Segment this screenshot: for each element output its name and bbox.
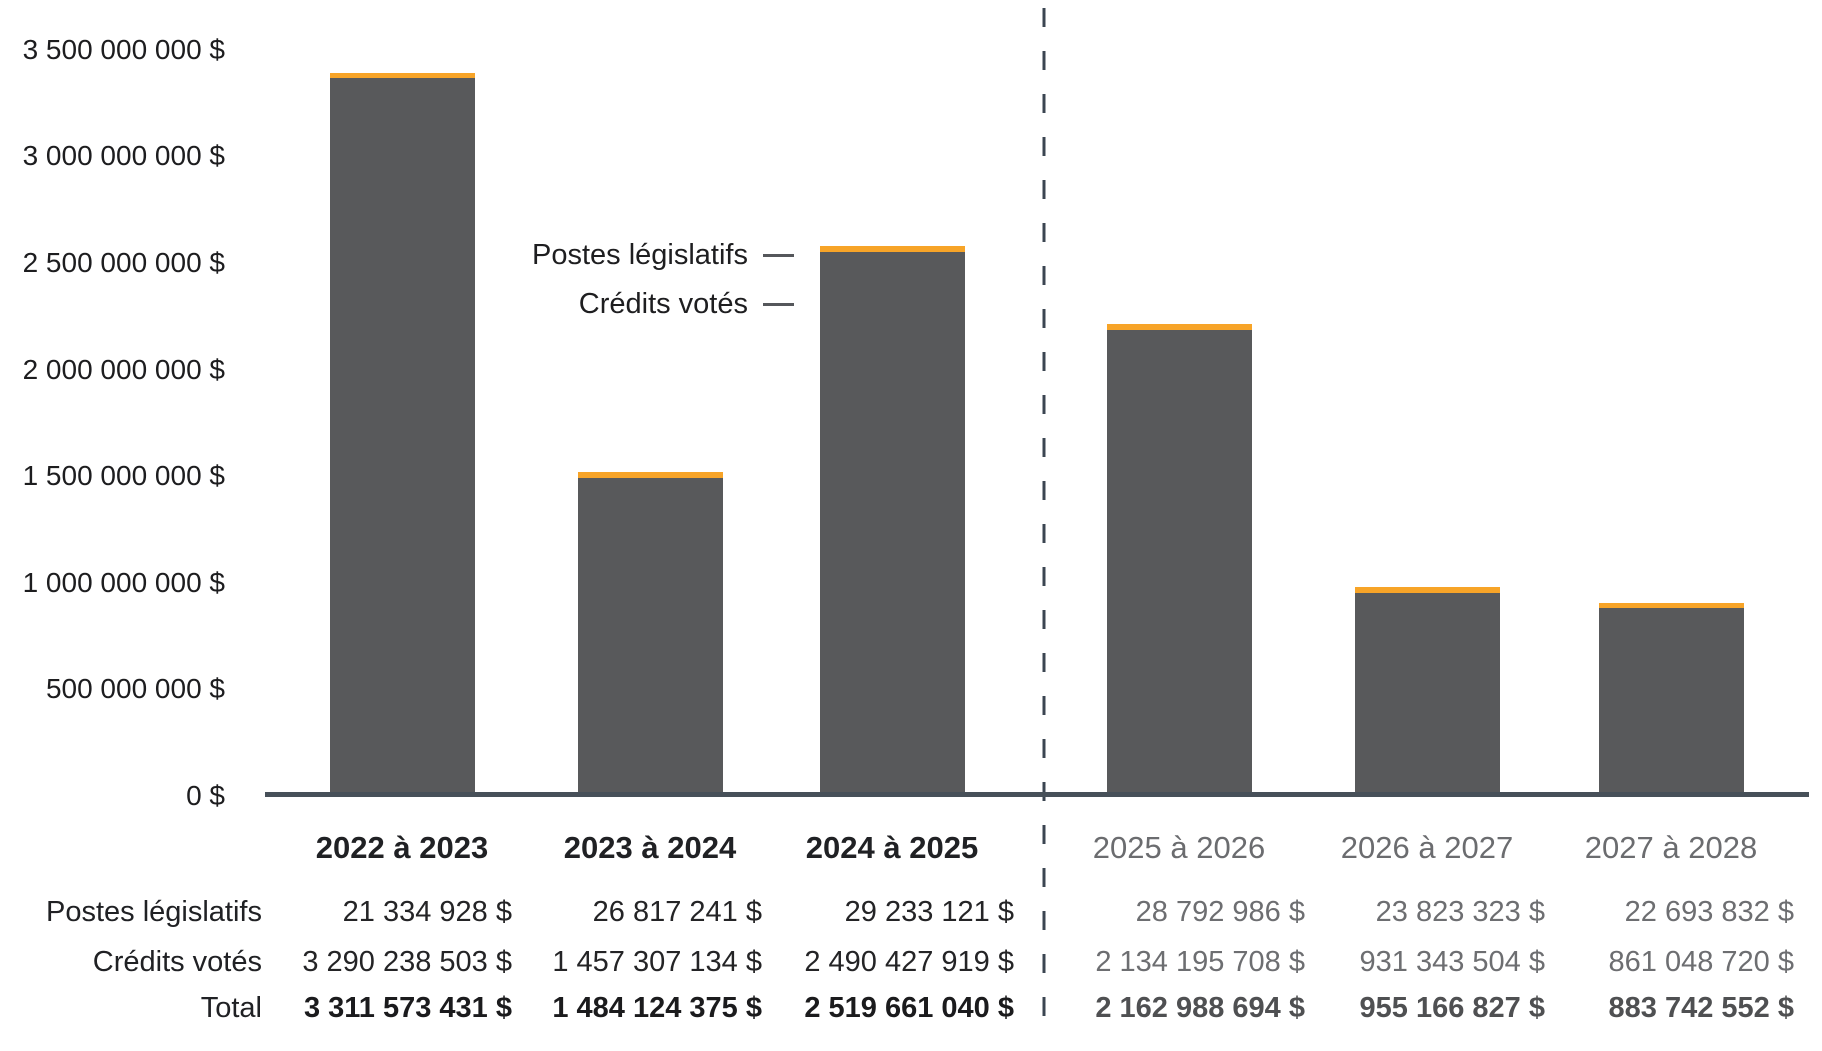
y-tick-label-3: 1 500 000 000 $ — [22, 460, 225, 492]
table-row-label-2: Total — [200, 992, 262, 1024]
table-cell-r0-c4: 23 823 323 $ — [1375, 896, 1545, 928]
table-cell-r2-c0: 3 311 573 431 $ — [303, 992, 512, 1024]
bar-2025-à-2026 — [1107, 323, 1252, 796]
table-cell-r0-c0: 21 334 928 $ — [342, 896, 512, 928]
x-category-label-0: 2022 à 2023 — [315, 830, 489, 865]
table-cell-r1-c1: 1 457 307 134 $ — [552, 946, 762, 978]
table-cell-r1-c5: 861 048 720 $ — [1608, 946, 1794, 978]
table-cell-r2-c2: 2 519 661 040 $ — [804, 992, 1014, 1024]
y-tick-label-6: 3 000 000 000 $ — [22, 140, 225, 172]
bar-2024-à-2025 — [820, 245, 965, 796]
x-category-label-5: 2027 à 2028 — [1584, 830, 1758, 865]
table-cell-r2-c3: 2 162 988 694 $ — [1095, 992, 1305, 1024]
y-tick-label-2: 1 000 000 000 $ — [22, 566, 225, 598]
table-cell-r0-c5: 22 693 832 $ — [1624, 896, 1794, 928]
bar-2022-à-2023 — [330, 72, 475, 796]
y-tick-label-4: 2 000 000 000 $ — [22, 353, 225, 385]
table-cell-r1-c4: 931 343 504 $ — [1359, 946, 1545, 978]
legend-connector-line-credits — [763, 302, 794, 306]
table-row-label-0: Postes législatifs — [46, 896, 262, 928]
table-cell-r0-c3: 28 792 986 $ — [1135, 896, 1305, 928]
bar-2027-à-2028 — [1599, 603, 1744, 796]
bar-segment-credits-votes-1 — [578, 477, 723, 796]
legend-connector-line-postes — [763, 253, 794, 257]
bar-segment-credits-votes-3 — [1107, 330, 1252, 796]
table-cell-r0-c1: 26 817 241 $ — [592, 896, 762, 928]
bar-segment-postes-legislatifs-0 — [330, 72, 475, 78]
bar-segment-postes-legislatifs-5 — [1599, 603, 1744, 609]
bar-segment-postes-legislatifs-4 — [1355, 587, 1500, 593]
table-cell-r2-c5: 883 742 552 $ — [1608, 992, 1794, 1024]
legend-callout-credits: Crédits votés — [579, 284, 794, 324]
y-tick-label-7: 3 500 000 000 $ — [22, 33, 225, 65]
bar-segment-credits-votes-0 — [330, 77, 475, 796]
y-tick-label-1: 500 000 000 $ — [45, 673, 225, 705]
x-category-label-1: 2023 à 2024 — [563, 830, 737, 865]
bar-segment-postes-legislatifs-1 — [578, 471, 723, 478]
table-cell-r0-c2: 29 233 121 $ — [844, 896, 1014, 928]
legend-callout-postes: Postes législatifs — [532, 235, 794, 275]
x-category-label-3: 2025 à 2026 — [1092, 830, 1266, 865]
bar-2026-à-2027 — [1355, 587, 1500, 796]
bar-segment-postes-legislatifs-2 — [820, 245, 965, 253]
bar-segment-postes-legislatifs-3 — [1107, 323, 1252, 331]
table-cell-r1-c2: 2 490 427 919 $ — [804, 946, 1014, 978]
x-category-label-4: 2026 à 2027 — [1340, 830, 1514, 865]
y-tick-label-0: 0 $ — [186, 780, 225, 811]
table-cell-r1-c0: 3 290 238 503 $ — [302, 946, 512, 978]
x-category-label-2: 2024 à 2025 — [805, 830, 979, 865]
bar-segment-credits-votes-5 — [1599, 608, 1744, 796]
bar-segment-credits-votes-2 — [820, 252, 965, 796]
x-axis-line — [265, 792, 1809, 797]
table-row-label-1: Crédits votés — [92, 946, 262, 978]
bar-2023-à-2024 — [578, 471, 723, 796]
y-tick-label-5: 2 500 000 000 $ — [22, 247, 225, 278]
legend-label-postes-legislatifs: Postes législatifs — [532, 238, 748, 271]
table-cell-r2-c1: 1 484 124 375 $ — [552, 992, 762, 1024]
table-cell-r2-c4: 955 166 827 $ — [1359, 992, 1545, 1024]
table-cell-r1-c3: 2 134 195 708 $ — [1095, 946, 1305, 978]
bar-segment-credits-votes-4 — [1355, 592, 1500, 796]
legend-label-credits-votes: Crédits votés — [578, 287, 748, 320]
